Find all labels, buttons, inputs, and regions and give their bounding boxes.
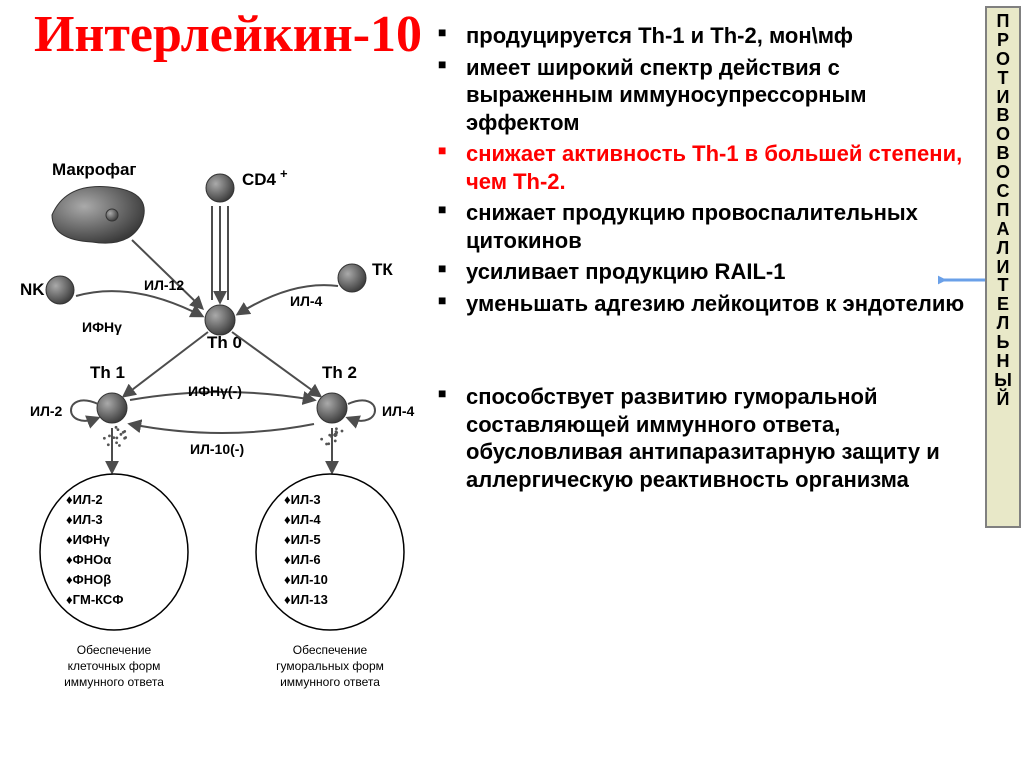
svg-text:Th 1: Th 1 <box>90 363 125 382</box>
svg-text:♦ИЛ-4: ♦ИЛ-4 <box>284 512 321 527</box>
svg-text:ИЛ-10(-): ИЛ-10(-) <box>190 441 244 457</box>
bullet-item: способствует развитию гуморальной состав… <box>438 383 968 493</box>
svg-text:♦ФНОβ: ♦ФНОβ <box>66 572 111 587</box>
svg-text:Обеспечение: Обеспечение <box>293 643 368 657</box>
svg-text:Обеспечение: Обеспечение <box>77 643 152 657</box>
bullet-item: продуцируется Th-1 и Th-2, мон\мф <box>438 22 968 50</box>
svg-text:иммунного ответа: иммунного ответа <box>64 675 164 689</box>
svg-text:♦ИЛ-10: ♦ИЛ-10 <box>284 572 328 587</box>
svg-text:♦ГМ-КСФ: ♦ГМ-КСФ <box>66 592 123 607</box>
svg-text:♦ИЛ-6: ♦ИЛ-6 <box>284 552 321 567</box>
svg-text:NK: NK <box>20 280 45 299</box>
svg-text:♦ИФНγ: ♦ИФНγ <box>66 532 110 547</box>
svg-text:ИФНγ: ИФНγ <box>82 319 122 335</box>
svg-text:Макрофаг: Макрофаг <box>52 160 137 179</box>
svg-text:клеточных форм: клеточных форм <box>68 659 161 673</box>
svg-text:CD4: CD4 <box>242 170 277 189</box>
svg-text:♦ИЛ-13: ♦ИЛ-13 <box>284 592 328 607</box>
svg-text:ТК: ТК <box>372 260 393 279</box>
bullet-item: уменьшать адгезию лейкоцитов к эндотелию <box>438 290 968 318</box>
svg-text:+: + <box>280 166 288 181</box>
svg-text:♦ИЛ-2: ♦ИЛ-2 <box>66 492 103 507</box>
bullet-item: имеет широкий спектр действия с выраженн… <box>438 54 968 137</box>
sidebar-arrow <box>938 265 991 295</box>
svg-text:♦ФНОα: ♦ФНОα <box>66 552 111 567</box>
svg-text:♦ИЛ-3: ♦ИЛ-3 <box>66 512 103 527</box>
svg-text:ИЛ-12: ИЛ-12 <box>144 277 184 293</box>
bullet-list: продуцируется Th-1 и Th-2, мон\мф имеет ш… <box>438 22 968 497</box>
bullet-item: снижает продукцию провоспалительных цито… <box>438 199 968 254</box>
svg-text:Th 2: Th 2 <box>322 363 357 382</box>
slide-title: Интерлейкин-10 <box>28 6 428 63</box>
svg-text:ИФНγ(-): ИФНγ(-) <box>188 383 242 399</box>
svg-text:♦ИЛ-3: ♦ИЛ-3 <box>284 492 321 507</box>
th-diagram: МакрофагCD4+NKТКTh 0ИЛ-12ИЛ-4ИФНγTh 1Th … <box>12 160 432 760</box>
svg-text:♦ИЛ-5: ♦ИЛ-5 <box>284 532 321 547</box>
svg-text:ИЛ-4: ИЛ-4 <box>382 403 415 419</box>
svg-text:гуморальных форм: гуморальных форм <box>276 659 384 673</box>
bullet-item: снижает активность Тh-1 в большей степен… <box>438 140 968 195</box>
svg-text:иммунного ответа: иммунного ответа <box>280 675 380 689</box>
bullet-item: усиливает продукцию RAIL-1 <box>438 258 968 286</box>
svg-text:ИЛ-2: ИЛ-2 <box>30 403 63 419</box>
svg-text:ИЛ-4: ИЛ-4 <box>290 293 323 309</box>
